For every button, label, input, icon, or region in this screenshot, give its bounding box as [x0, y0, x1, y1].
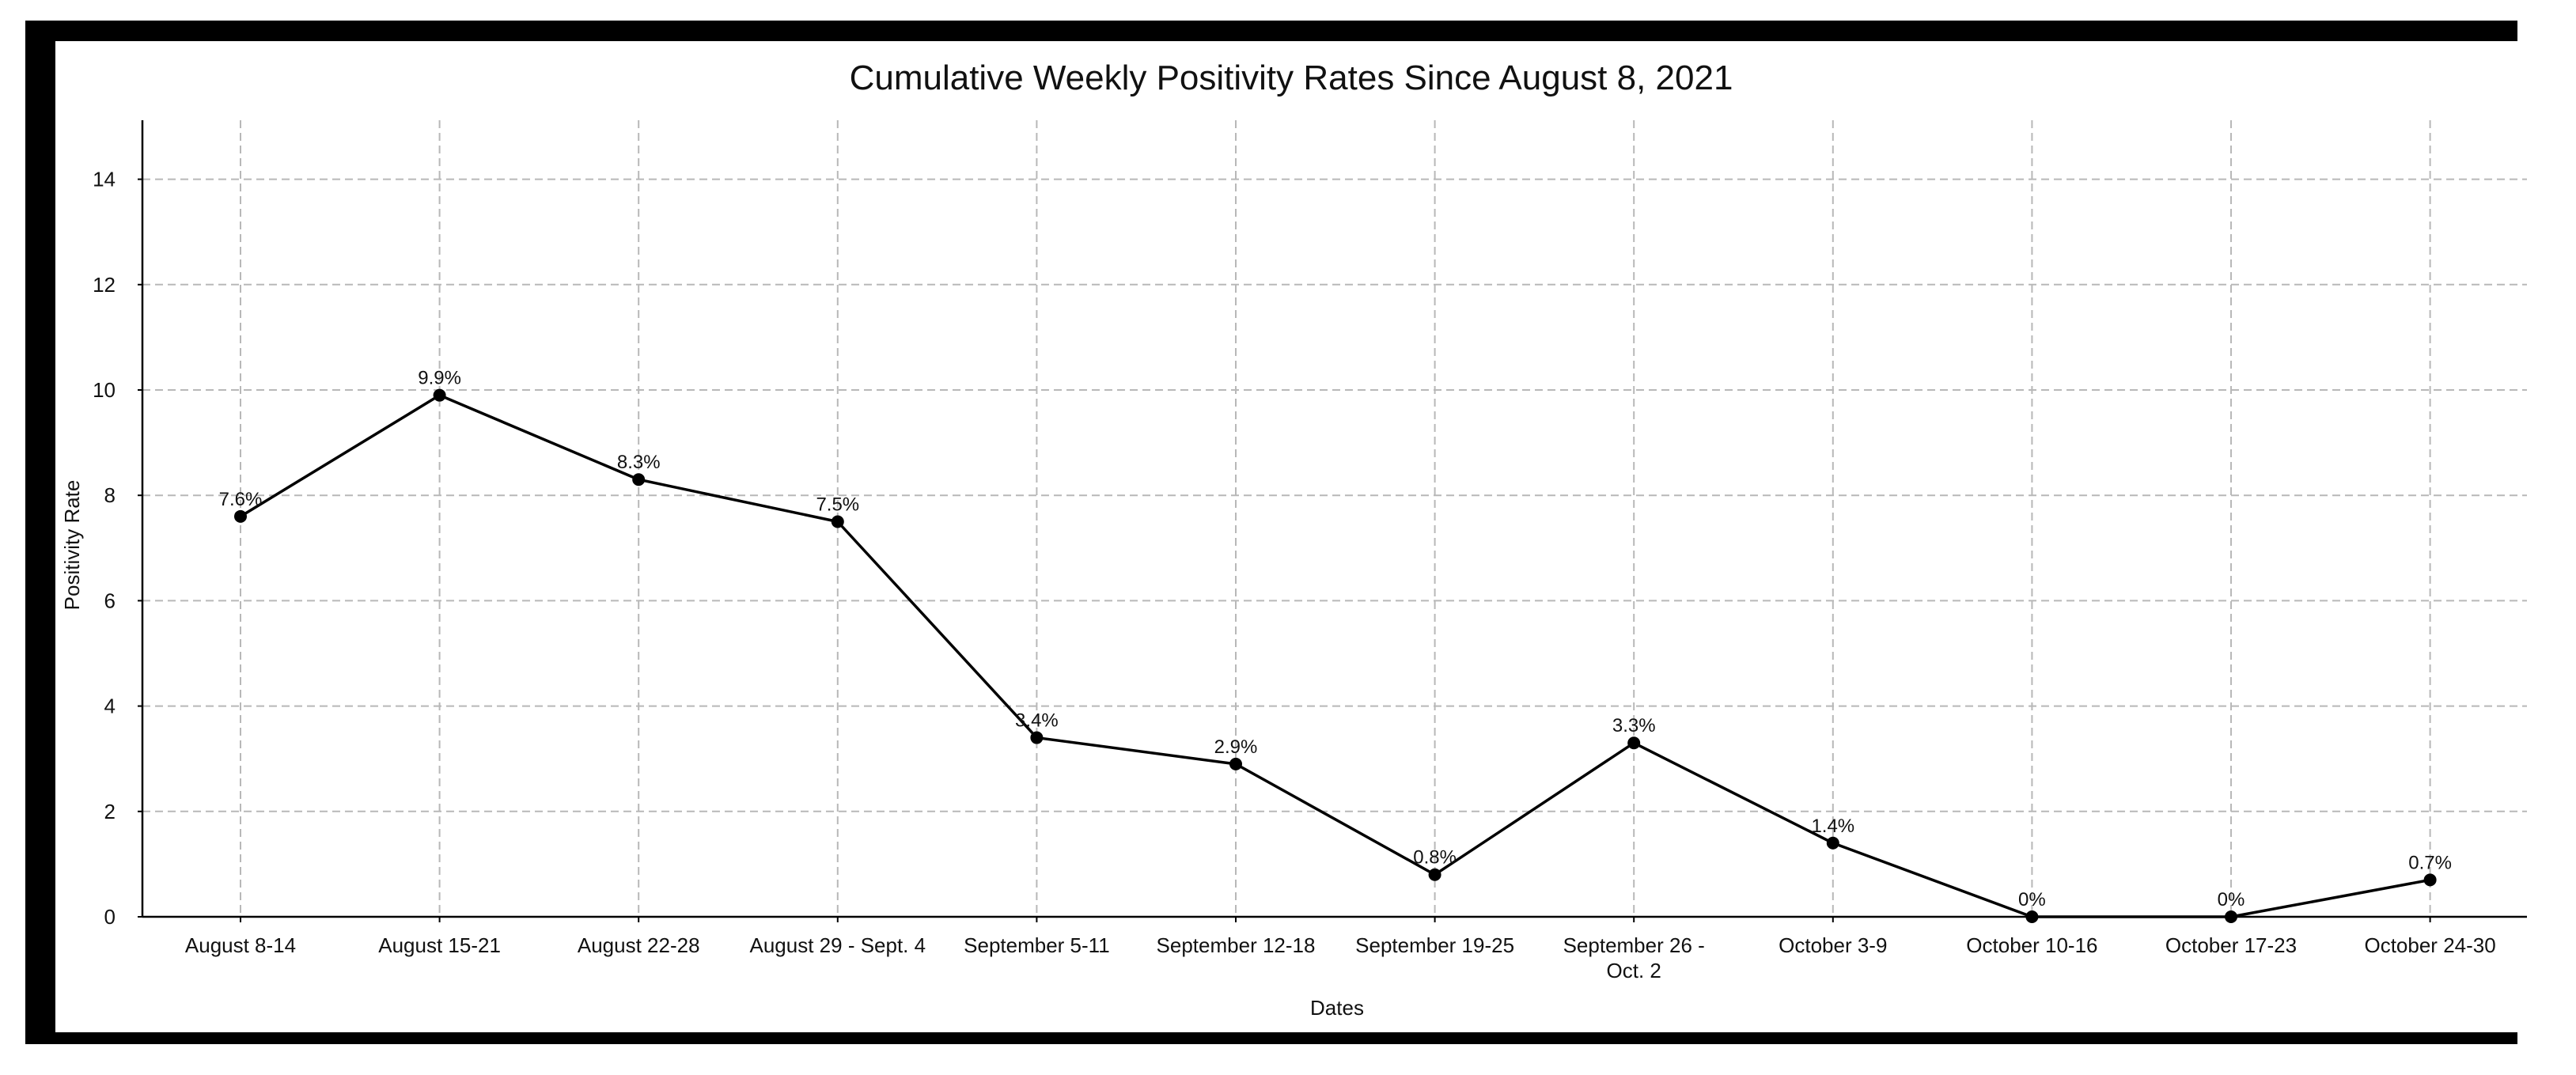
data-label: 7.5% — [816, 494, 859, 516]
data-label: 3.3% — [1612, 715, 1656, 736]
data-point — [1030, 731, 1044, 744]
x-tick-labels: August 8-14 August 15-21 August 22-28 Augus… — [185, 933, 2496, 982]
y-tick-label: 2 — [104, 800, 116, 823]
x-tick-label: October 24-30 — [2364, 933, 2495, 957]
y-tick-label: 8 — [104, 483, 116, 507]
series-positivity-rate — [234, 388, 2437, 923]
data-label: 0% — [2018, 889, 2046, 910]
data-point — [234, 509, 247, 523]
series-line — [240, 393, 2430, 918]
data-point — [1826, 836, 1839, 850]
data-point — [2225, 910, 2237, 923]
data-label: 8.3% — [617, 452, 661, 473]
data-label: 2.9% — [1214, 736, 1258, 758]
y-tick-label: 0 — [104, 905, 116, 929]
grid-lines — [142, 120, 2527, 917]
x-tick-label: August 29 - Sept. 4 — [750, 933, 926, 957]
y-tick-label: 14 — [93, 168, 116, 191]
data-label: 0% — [2218, 889, 2245, 910]
x-tick-label: September 12-18 — [1157, 933, 1316, 957]
data-label: 3.4% — [1015, 710, 1059, 732]
data-point — [1428, 868, 1441, 881]
data-point — [632, 473, 646, 486]
x-axis-title: Dates — [1310, 996, 1364, 1020]
data-point — [831, 515, 844, 528]
data-label: 7.6% — [219, 489, 263, 510]
y-tick-label: 6 — [104, 589, 116, 612]
x-tick-label: September 26 -Oct. 2 — [1563, 933, 1705, 982]
data-label: 1.4% — [1811, 816, 1854, 837]
data-point — [2025, 910, 2039, 923]
data-point — [1627, 736, 1641, 750]
y-tick-label: 12 — [93, 273, 116, 297]
data-label: 0.7% — [2408, 852, 2452, 873]
x-tick-label: October 17-23 — [2165, 933, 2297, 957]
data-point — [2423, 873, 2437, 887]
x-tick-label: October 3-9 — [1779, 933, 1887, 957]
x-tick-label: August 22-28 — [578, 933, 700, 957]
line-chart: Cumulative Weekly Positivity Rates Since… — [60, 59, 2527, 1020]
axes — [138, 120, 2527, 922]
y-axis-title: Positivity Rate — [60, 480, 84, 611]
x-tick-label: August 8-14 — [185, 933, 296, 957]
y-tick-label: 10 — [93, 378, 116, 402]
y-tick-labels: 0 2 4 6 8 10 12 14 — [93, 168, 116, 929]
data-label: 9.9% — [418, 368, 461, 389]
data-point — [1229, 757, 1242, 770]
x-tick-label: September 19-25 — [1355, 933, 1514, 957]
data-labels: 7.6% 9.9% 8.3% 7.5% 3.4% 2.9% 0.8% 3.3% 1.4% 0% 0%… — [219, 368, 2452, 910]
x-tick-label: September 5-11 — [964, 933, 1110, 957]
data-point — [433, 388, 446, 402]
y-tick-label: 4 — [104, 695, 116, 718]
data-label: 0.8% — [1413, 847, 1457, 869]
chart-panel: Cumulative Weekly Positivity Rates Since… — [55, 41, 2527, 1032]
x-tick-label: October 10-16 — [1966, 933, 2097, 957]
x-tick-label: August 15-21 — [378, 933, 501, 957]
chart-title: Cumulative Weekly Positivity Rates Since… — [850, 59, 1733, 97]
